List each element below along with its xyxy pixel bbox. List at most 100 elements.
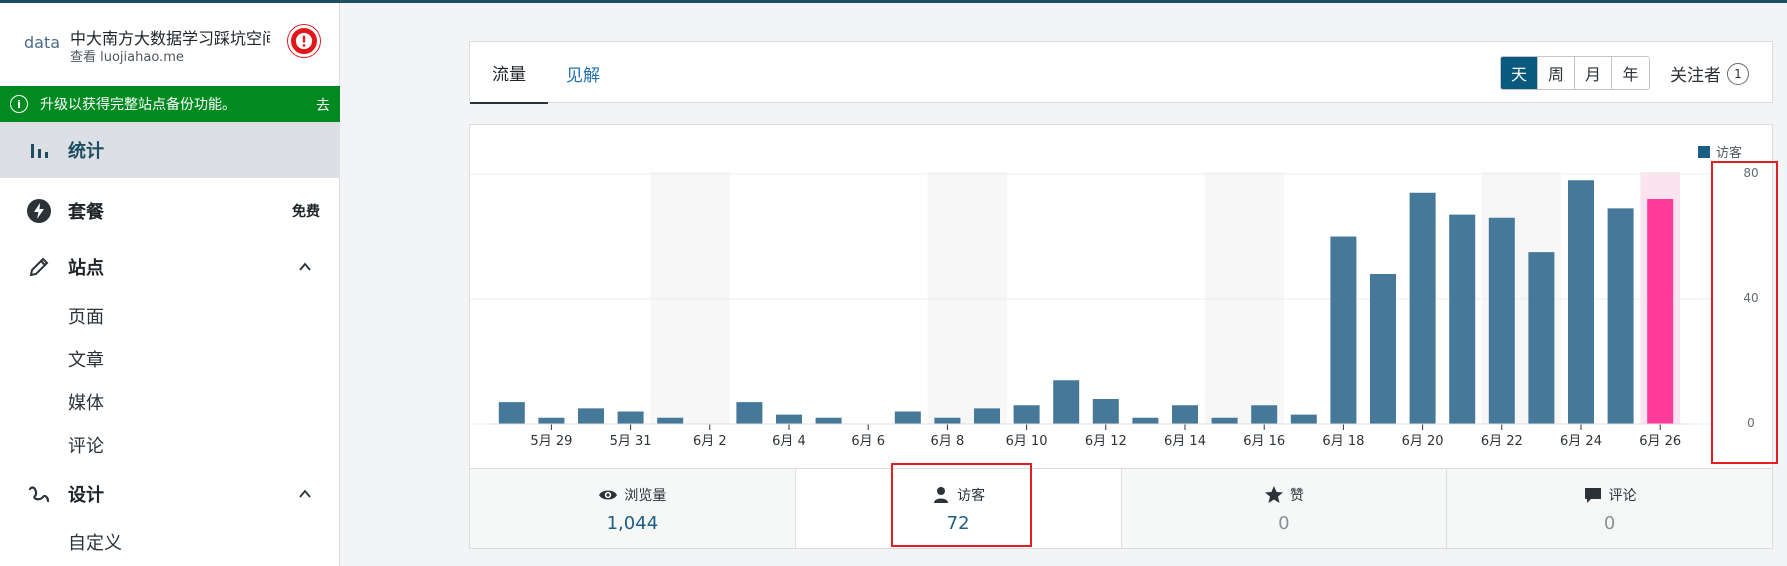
info-icon: i — [10, 95, 28, 113]
x-tick-label: 6月 16 — [1243, 434, 1285, 449]
x-tick-label: 5月 31 — [610, 434, 652, 449]
x-tick-label: 6月 10 — [1006, 434, 1048, 449]
bar — [1330, 236, 1357, 424]
site-name[interactable]: 中大南方大数据学习踩坑空间 — [70, 29, 270, 48]
period-month-button[interactable]: 月 — [1575, 57, 1612, 89]
bar — [1568, 180, 1594, 424]
bar — [1449, 214, 1476, 424]
bar — [617, 411, 644, 424]
bar — [538, 417, 565, 424]
sidebar-item-label: 套餐 — [68, 202, 104, 223]
x-tick-label: 6月 6 — [851, 434, 885, 449]
stat-header: 访客 — [796, 485, 1121, 505]
y-tick-label: 40 — [1743, 291, 1758, 305]
brush-icon — [26, 481, 52, 507]
bar — [815, 417, 842, 424]
sidebar-subitem-media[interactable]: 媒体 — [68, 393, 104, 414]
stat-value: 72 — [946, 513, 970, 534]
top-strip — [0, 0, 1787, 3]
stat-value: 1,044 — [606, 513, 659, 534]
bar — [1092, 399, 1119, 424]
y-tick-label: 80 — [1743, 166, 1758, 180]
x-tick-label: 6月 20 — [1402, 434, 1444, 449]
stat-label: 浏览量 — [624, 488, 667, 504]
period-week-button[interactable]: 周 — [1538, 57, 1575, 89]
visitors-bar-chart: 0 40 80 5月 29 5月 31 6月 2 6月 4 6月 6 6月 8 6月 10 6月 1… — [470, 166, 1759, 449]
bar — [736, 402, 763, 424]
bar — [776, 414, 802, 424]
bar — [1647, 199, 1674, 424]
bar — [934, 417, 961, 424]
bar — [1607, 208, 1634, 424]
bar — [1290, 414, 1317, 424]
sidebar-item-stats[interactable]: 统计 — [0, 122, 340, 178]
bar — [1053, 380, 1080, 424]
stat-likes[interactable]: 赞 0 — [1121, 469, 1448, 548]
alert-icon[interactable] — [288, 25, 320, 57]
bar — [657, 417, 684, 424]
site-header[interactable]: data 中大南方大数据学习踩坑空间 查看 luojiahao.me — [0, 3, 339, 83]
sidebar-item-design[interactable]: 设计 — [0, 469, 340, 519]
sidebar-item-label: 统计 — [68, 141, 104, 162]
period-year-button[interactable]: 年 — [1612, 57, 1649, 89]
stat-label: 评论 — [1608, 488, 1637, 504]
legend-swatch — [1698, 145, 1710, 158]
x-tick-label: 6月 12 — [1085, 434, 1127, 449]
x-tick-label: 6月 2 — [693, 434, 727, 449]
tab-insights[interactable]: 见解 — [566, 65, 600, 86]
stat-header: 浏览量 — [470, 485, 795, 505]
upgrade-banner[interactable]: i 升级以获得完整站点备份功能。 去 — [0, 86, 340, 122]
chevron-up-icon[interactable] — [298, 260, 312, 274]
bar — [1488, 217, 1515, 424]
bar — [1251, 405, 1278, 424]
period-day-button[interactable]: 天 — [1501, 57, 1538, 89]
bar — [1211, 417, 1238, 424]
bar — [1013, 405, 1040, 424]
sidebar-subitem-posts[interactable]: 文章 — [68, 350, 104, 371]
sidebar-subitem-pages[interactable]: 页面 — [68, 307, 104, 328]
stat-visitors[interactable]: 访客 72 — [795, 469, 1122, 548]
chevron-up-icon[interactable] — [298, 487, 312, 501]
sidebar-subitem-comments[interactable]: 评论 — [68, 436, 104, 457]
upgrade-go-link[interactable]: 去 — [316, 98, 330, 114]
stat-header: 评论 — [1447, 485, 1772, 505]
lightning-icon — [26, 198, 52, 224]
legend-label: 访客 — [1716, 146, 1743, 161]
x-tick-label: 6月 14 — [1164, 434, 1206, 449]
bar — [1409, 192, 1436, 424]
exclamation-icon — [295, 32, 313, 50]
followers-button[interactable]: 关注者 1 — [1670, 61, 1749, 86]
stat-label: 赞 — [1289, 488, 1304, 504]
sidebar-subitem-customize[interactable]: 自定义 — [68, 533, 122, 554]
followers-count: 1 — [1727, 62, 1749, 85]
x-tick-label: 6月 4 — [772, 434, 806, 449]
stats-summary: 浏览量 1,044 访客 72 赞 0 评论 0 — [470, 468, 1772, 548]
sidebar-item-site[interactable]: 站点 — [0, 242, 340, 292]
bar — [578, 408, 604, 424]
stat-comments[interactable]: 评论 0 — [1447, 469, 1772, 548]
tab-traffic[interactable]: 流量 — [470, 42, 548, 104]
x-tick-label: 6月 24 — [1560, 434, 1602, 449]
sidebar-item-plan[interactable]: 套餐 免费 — [0, 186, 340, 236]
period-selector: 天 周 月 年 — [1500, 56, 1650, 90]
stat-views[interactable]: 浏览量 1,044 — [470, 469, 796, 548]
pencil-icon — [26, 254, 52, 280]
bar — [498, 402, 525, 424]
x-tick-label: 6月 8 — [931, 434, 965, 449]
bar-chart-icon — [26, 137, 52, 163]
followers-label: 关注者 — [1670, 66, 1721, 86]
bar — [894, 411, 921, 424]
star-icon — [1264, 486, 1283, 503]
bar — [974, 408, 1000, 424]
chart-card: 0 40 80 5月 29 5月 31 6月 2 6月 4 6月 6 6月 8 6月 10 6月 1… — [469, 124, 1778, 549]
stat-header: 赞 — [1122, 485, 1447, 505]
sidebar-item-label: 设计 — [68, 485, 104, 506]
eye-icon — [599, 490, 618, 500]
stat-value: 0 — [1603, 513, 1616, 534]
plan-badge: 免费 — [292, 204, 320, 220]
upgrade-banner-text: 升级以获得完整站点备份功能。 — [40, 97, 236, 113]
bar — [1370, 274, 1396, 424]
site-url[interactable]: 查看 luojiahao.me — [70, 50, 184, 65]
stat-label: 访客 — [957, 488, 986, 504]
weekend-band — [1204, 172, 1284, 424]
